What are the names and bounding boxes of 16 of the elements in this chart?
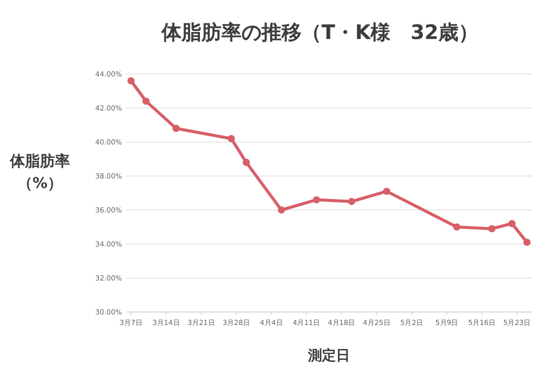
y-axis-title: 体脂肪率（%） <box>8 151 71 194</box>
point <box>523 238 531 246</box>
point <box>383 188 390 195</box>
point <box>228 135 235 142</box>
point <box>312 196 320 204</box>
point <box>453 223 460 231</box>
point <box>172 124 180 132</box>
point <box>242 158 250 166</box>
chart-title: 体脂肪率の推移（T・K様 32歳） <box>160 20 478 44</box>
point <box>278 206 285 214</box>
point <box>348 198 356 206</box>
point <box>488 225 496 232</box>
point <box>127 77 135 84</box>
point <box>508 220 516 228</box>
x-axis-title: 測定日 <box>307 347 350 364</box>
point <box>142 98 150 105</box>
